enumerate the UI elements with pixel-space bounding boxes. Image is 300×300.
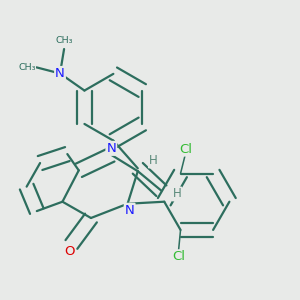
Text: N: N bbox=[55, 67, 65, 80]
Text: Cl: Cl bbox=[179, 142, 192, 156]
Text: H: H bbox=[172, 188, 181, 200]
Text: CH₃: CH₃ bbox=[56, 36, 73, 45]
Text: N: N bbox=[125, 204, 134, 217]
Text: H: H bbox=[149, 154, 158, 167]
Text: N: N bbox=[106, 142, 116, 155]
Text: O: O bbox=[64, 245, 75, 258]
Text: CH₃: CH₃ bbox=[19, 63, 36, 72]
Text: Cl: Cl bbox=[172, 250, 185, 263]
